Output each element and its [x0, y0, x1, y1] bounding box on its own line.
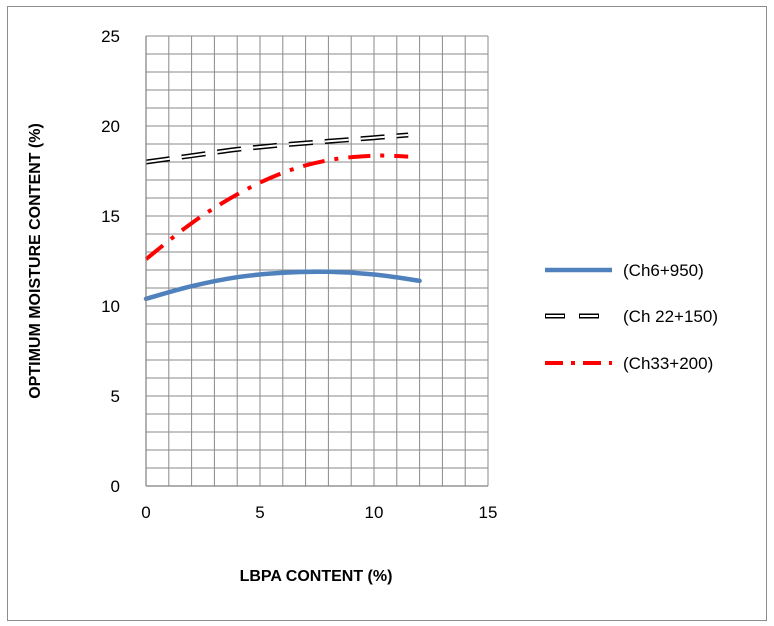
legend-label: (Ch33+200) [623, 354, 713, 373]
y-tick-label: 0 [111, 477, 120, 496]
series-layer [143, 132, 422, 302]
chart-legend: (Ch6+950) (Ch 22+150) (Ch33+200) [545, 261, 718, 373]
series-line [144, 153, 409, 261]
series-1 [143, 269, 422, 302]
chart-axes [145, 36, 488, 487]
x-tick-label: 5 [255, 503, 264, 522]
data-point [328, 271, 330, 273]
data-point [236, 194, 238, 196]
y-tick-label: 20 [101, 117, 120, 136]
data-point [328, 141, 330, 143]
chart-grid [145, 35, 489, 487]
legend-item: (Ch33+200) [545, 354, 713, 373]
data-point [191, 155, 193, 157]
series-3 [144, 153, 409, 261]
x-axis-title: LBPA CONTENT (%) [240, 568, 393, 585]
data-point [191, 222, 193, 224]
legend-label: (Ch6+950) [623, 261, 704, 280]
series-2 [145, 132, 409, 165]
series-line [143, 269, 422, 302]
data-point [236, 276, 238, 278]
data-point [282, 272, 284, 274]
data-point [328, 159, 330, 161]
y-tick-label: 5 [111, 387, 120, 406]
y-tick-label: 10 [101, 297, 120, 316]
legend-item: (Ch6+950) [545, 261, 704, 280]
y-tick-label: 25 [101, 27, 120, 46]
y-tick-label: 15 [101, 207, 120, 226]
data-point [407, 156, 409, 158]
data-point [419, 280, 421, 282]
y-axis-title: OPTIMUM MOISTURE CONTENT (%) [27, 123, 44, 399]
x-tick-label: 15 [479, 503, 498, 522]
x-tick-label: 0 [141, 503, 150, 522]
tick-labels: 0 5 10 15 0 5 10 15 20 25 [101, 27, 497, 522]
data-point [191, 285, 193, 287]
legend-item: (Ch 22+150) [545, 307, 718, 326]
x-tick-label: 10 [365, 503, 384, 522]
legend-label: (Ch 22+150) [623, 307, 718, 326]
data-point [373, 155, 375, 157]
data-point [373, 274, 375, 276]
data-point [407, 134, 409, 136]
data-point [282, 172, 284, 174]
series-line-inner [145, 134, 409, 163]
data-point [373, 137, 375, 139]
data-point [282, 144, 284, 146]
data-point [236, 149, 238, 151]
